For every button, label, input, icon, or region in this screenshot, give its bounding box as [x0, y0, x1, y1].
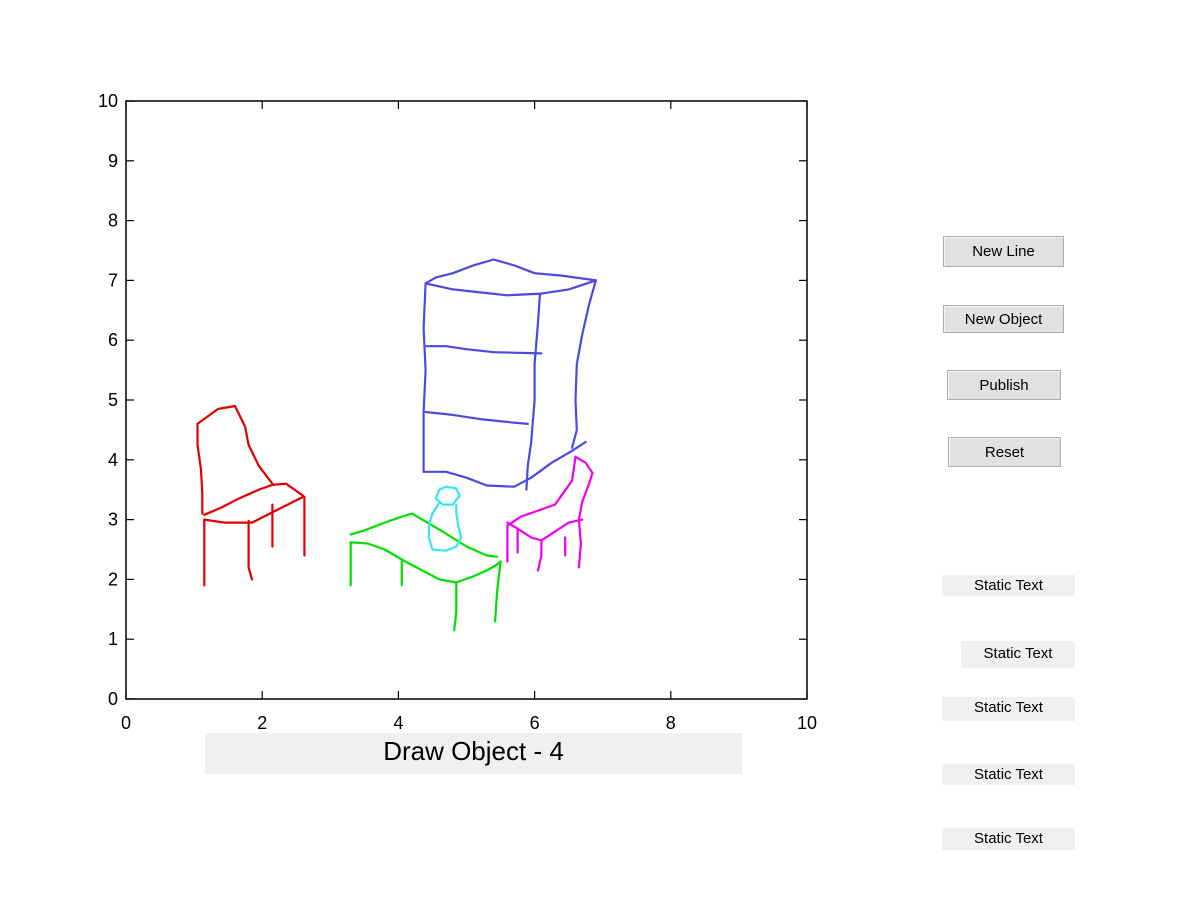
y-tick-label: 8 [108, 211, 118, 231]
blue-dresser-stroke [424, 279, 598, 297]
magenta-chair-stroke [574, 455, 594, 569]
green-table-stroke [494, 560, 502, 623]
blue-dresser-sketch [422, 258, 598, 491]
blue-dresser-stroke [525, 292, 542, 491]
static-text-1: Static Text [942, 575, 1075, 596]
blue-dresser-stroke [513, 440, 587, 488]
x-tick-label: 0 [121, 713, 131, 733]
blue-dresser-stroke [422, 282, 427, 473]
static-text-5: Static Text [942, 828, 1075, 850]
static-text-3: Static Text [942, 697, 1075, 721]
red-chair-stroke [203, 482, 305, 516]
blue-dresser-stroke [570, 279, 598, 449]
y-tick-label: 2 [108, 569, 118, 589]
red-chair-stroke [196, 404, 237, 515]
axis-ticks: 0 2 4 6 8 10 0 1 2 3 4 5 6 7 8 9 10 [98, 91, 817, 733]
y-tick-label: 0 [108, 689, 118, 709]
y-tick-label: 4 [108, 450, 118, 470]
cyan-vase-stroke [427, 501, 463, 552]
blue-dresser-stroke [424, 410, 529, 425]
drawing-layer [196, 258, 598, 632]
status-text: Draw Object - 4 [205, 733, 742, 774]
y-tick-label: 3 [108, 510, 118, 530]
static-text-4: Static Text [942, 764, 1075, 785]
plot-area[interactable] [126, 101, 807, 699]
y-tick-label: 7 [108, 270, 118, 290]
red-chair-sketch [196, 404, 306, 587]
green-table-stroke [349, 541, 502, 584]
green-table-stroke [349, 512, 424, 536]
green-table-stroke [421, 518, 499, 558]
y-tick-label: 5 [108, 390, 118, 410]
static-text-2: Static Text [961, 641, 1075, 668]
green-table-stroke [453, 581, 458, 632]
x-tick-label: 2 [257, 713, 267, 733]
y-tick-label: 10 [98, 91, 118, 111]
blue-dresser-stroke [422, 470, 516, 488]
red-chair-stroke [250, 495, 305, 524]
magenta-chair-stroke [536, 539, 543, 572]
y-tick-label: 1 [108, 629, 118, 649]
new-line-button[interactable]: New Line [943, 236, 1064, 267]
cyan-vase-sketch [427, 485, 463, 552]
red-chair-stroke [233, 404, 274, 485]
x-tick-label: 6 [530, 713, 540, 733]
blue-dresser-stroke [424, 345, 543, 355]
x-tick-label: 4 [393, 713, 403, 733]
blue-dresser-stroke [424, 258, 598, 285]
red-chair-stroke [247, 519, 254, 581]
magenta-chair-stroke [506, 455, 577, 563]
cyan-vase-stroke [434, 485, 461, 506]
magenta-chair-sketch [506, 455, 594, 572]
green-table-sketch [349, 512, 502, 632]
red-chair-stroke [203, 518, 254, 524]
reset-button[interactable]: Reset [948, 437, 1061, 467]
x-tick-label: 8 [666, 713, 676, 733]
x-tick-label: 10 [797, 713, 817, 733]
y-tick-label: 6 [108, 330, 118, 350]
new-object-button[interactable]: New Object [943, 305, 1064, 333]
publish-button[interactable]: Publish [947, 370, 1061, 400]
y-tick-label: 9 [108, 151, 118, 171]
